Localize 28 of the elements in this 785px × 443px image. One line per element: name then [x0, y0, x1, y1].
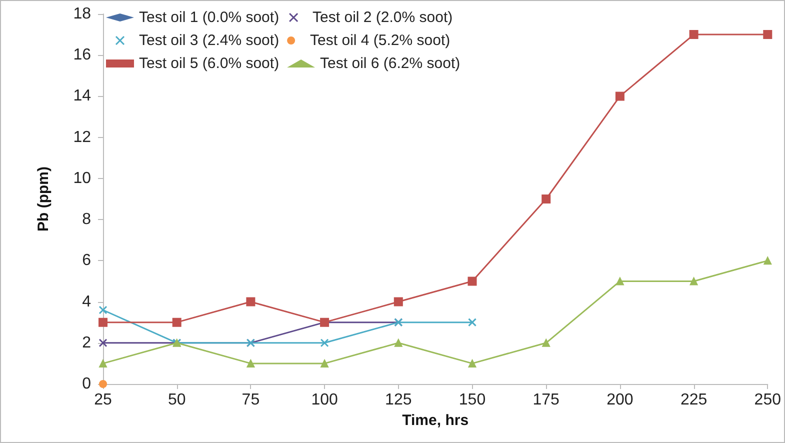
y-tick-label: 2	[82, 334, 92, 352]
y-tick-label: 14	[73, 88, 92, 105]
y-axis-title: Pb (ppm)	[35, 166, 52, 232]
x-tick-label: 75	[242, 392, 260, 408]
y-tick-label: 12	[73, 128, 92, 146]
x-tick-label: 125	[385, 392, 412, 408]
y-tick-label: 0	[82, 376, 92, 392]
y-tick-label: 8	[82, 211, 92, 228]
legend-label: Test oil 2 (2.0% soot)	[312, 9, 453, 26]
legend-label: Test oil 4 (5.2% soot)	[310, 32, 450, 49]
y-tick-label: 4	[82, 293, 92, 310]
x-tick-label: 50	[168, 392, 186, 408]
x-tick-label: 25	[94, 392, 112, 408]
legend-label: Test oil 3 (2.4% soot)	[139, 32, 280, 49]
x-tick-label: 175	[532, 392, 560, 408]
x-tick-label: 150	[458, 392, 486, 408]
y-tick-label: 16	[73, 46, 92, 64]
legend-label: Test oil 6 (6.2% soot)	[320, 55, 460, 72]
legend-label: Test oil 1 (0.0% soot)	[139, 9, 280, 26]
legend-label: Test oil 5 (6.0% soot)	[139, 55, 280, 72]
y-tick-label: 18	[73, 6, 92, 22]
y-tick-label: 6	[82, 252, 92, 270]
x-tick-label: 225	[680, 392, 708, 408]
x-axis-title: Time, hrs	[402, 412, 469, 429]
x-tick-label: 250	[754, 392, 782, 408]
x-tick-label: 200	[606, 392, 634, 408]
y-tick-label: 10	[73, 170, 92, 187]
x-tick-label: 100	[311, 392, 338, 408]
